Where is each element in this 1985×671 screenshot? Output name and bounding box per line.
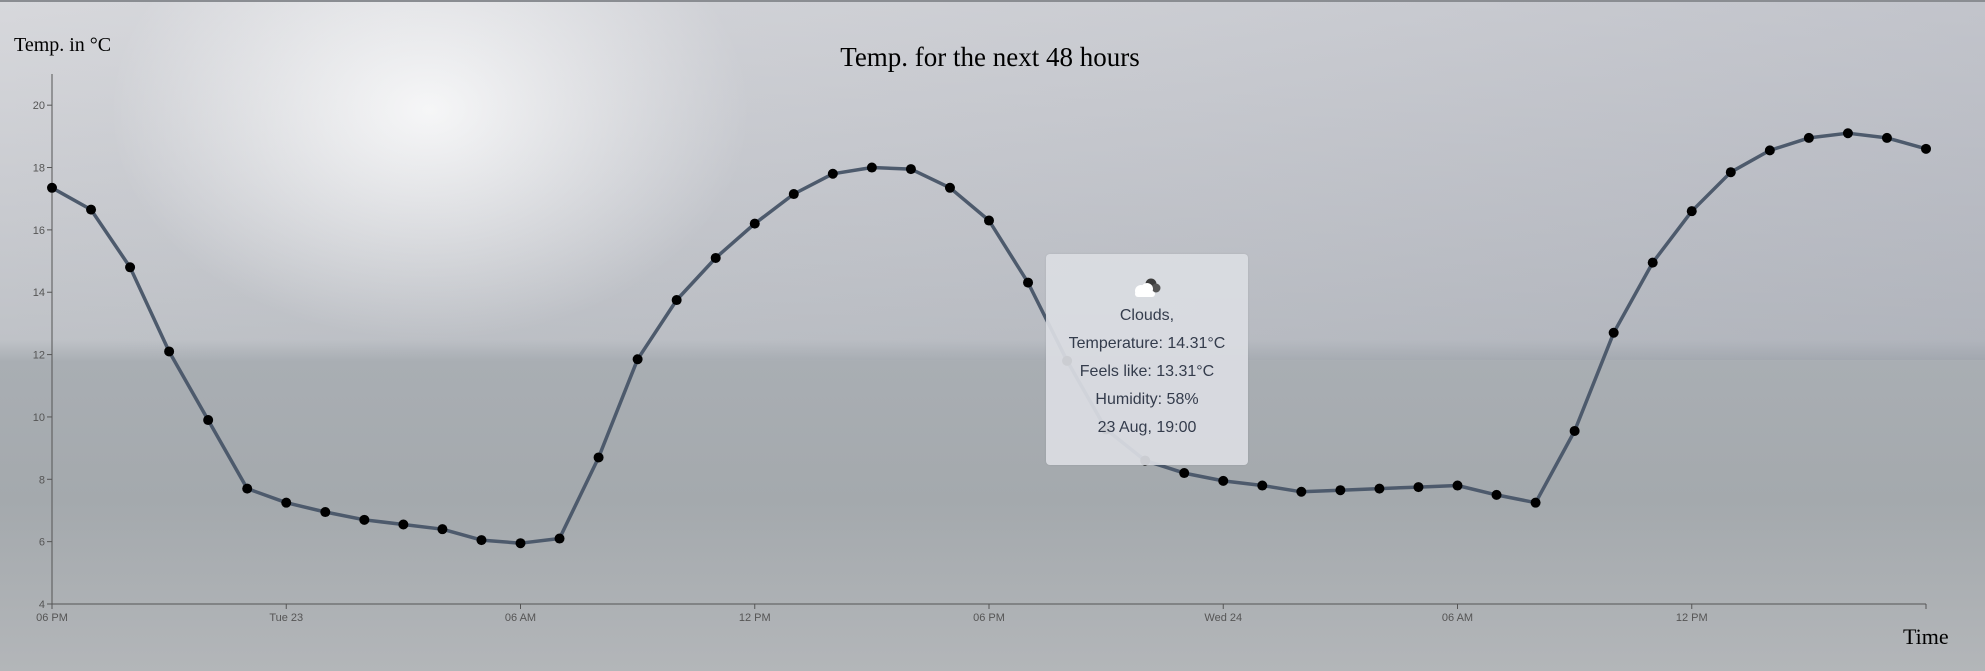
data-point <box>1881 132 1892 143</box>
x-axis-title: Time <box>1903 624 1949 649</box>
data-point <box>671 295 682 306</box>
data-point <box>1608 327 1619 338</box>
y-tick-label: 6 <box>39 537 45 549</box>
y-tick-label: 4 <box>39 599 45 611</box>
tooltip-humidity: Humidity: 58% <box>1095 391 1199 408</box>
data-point <box>1335 485 1346 496</box>
x-tick-label: 12 PM <box>1676 612 1708 624</box>
x-tick-label: 12 PM <box>739 612 771 624</box>
data-point <box>710 252 721 263</box>
data-point <box>827 168 838 179</box>
data-point <box>1803 132 1814 143</box>
x-tick-label: 06 PM <box>36 612 68 624</box>
data-point <box>164 346 175 357</box>
data-point <box>515 538 526 549</box>
data-point <box>437 524 448 535</box>
data-point <box>1218 475 1229 486</box>
data-point <box>1257 480 1268 491</box>
chart-title: Temp. for the next 48 hours <box>840 42 1140 72</box>
tooltip-feels-like: Feels like: 13.31°C <box>1079 363 1215 380</box>
data-point <box>203 415 214 426</box>
data-point <box>359 514 370 525</box>
clouds-icon <box>1135 278 1161 297</box>
data-point <box>1179 468 1190 479</box>
tooltip-datetime: 23 Aug, 19:00 <box>1097 419 1197 436</box>
data-point <box>749 218 760 229</box>
data-point <box>554 533 565 544</box>
data-points <box>47 128 1931 549</box>
y-tick-label: 14 <box>33 287 45 299</box>
axes <box>51 74 1926 605</box>
y-tick-label: 10 <box>33 412 45 424</box>
x-tick-label: Tue 23 <box>269 612 303 624</box>
data-point <box>1374 483 1385 494</box>
x-tick-label: 06 PM <box>973 612 1005 624</box>
data-point <box>242 483 253 494</box>
y-tick-label: 20 <box>33 100 45 112</box>
data-point <box>944 182 955 193</box>
x-tick-label: Wed 24 <box>1204 612 1242 624</box>
data-point <box>1725 167 1736 178</box>
data-point <box>281 497 292 508</box>
data-point <box>1491 489 1502 500</box>
data-point <box>47 182 57 193</box>
data-point <box>398 519 409 530</box>
y-tick-label: 16 <box>33 225 45 237</box>
data-point <box>86 204 97 215</box>
y-tick-label: 12 <box>33 350 45 362</box>
tooltip-weather: Clouds, <box>1119 307 1175 324</box>
data-point <box>593 452 604 463</box>
y-tick-label: 8 <box>39 474 45 486</box>
data-point <box>476 535 487 546</box>
data-point <box>1530 497 1541 508</box>
data-point <box>1647 257 1658 268</box>
data-point <box>1023 277 1034 288</box>
data-point <box>905 164 916 175</box>
data-point <box>1842 128 1853 139</box>
data-point <box>320 507 331 518</box>
data-point <box>632 354 643 365</box>
x-tick-label: 06 AM <box>505 612 536 624</box>
data-point <box>984 215 994 226</box>
series-line <box>51 131 1927 545</box>
data-point <box>125 262 136 273</box>
data-point <box>1296 486 1307 497</box>
data-point <box>866 162 877 173</box>
y-axis-title: Temp. in °C <box>14 34 112 56</box>
top-border <box>0 0 1985 2</box>
x-tick-label: 06 AM <box>1442 612 1473 624</box>
data-point <box>1921 143 1931 154</box>
data-point <box>788 189 799 200</box>
data-point <box>1764 145 1775 156</box>
data-point <box>1413 482 1424 493</box>
weather-tooltip: Clouds, Temperature: 14.31°C Feels like:… <box>1046 254 1248 465</box>
data-point <box>1452 480 1463 491</box>
y-tick-label: 18 <box>33 163 45 175</box>
data-point <box>1686 206 1697 217</box>
data-point <box>1569 425 1580 436</box>
tooltip-temperature: Temperature: 14.31°C <box>1068 335 1226 352</box>
ticks: 4 6 8 10 12 14 16 18 20 06 PM Tue 23 06 AM 12 PM 06 P… <box>33 100 1927 624</box>
